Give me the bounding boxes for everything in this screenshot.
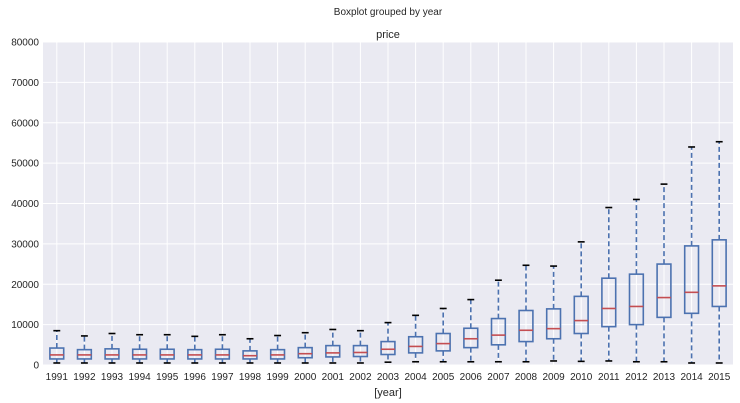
x-tick-label: 2006 [460, 372, 483, 383]
x-tick-label: 2015 [708, 372, 731, 383]
iqr-box [490, 317, 507, 346]
iqr-box [104, 348, 120, 360]
box-2013 [656, 183, 672, 363]
box-1995 [159, 333, 175, 364]
iqr-box [435, 332, 451, 352]
x-tick-label: 1992 [73, 372, 96, 383]
y-tick-label: 60000 [11, 118, 39, 129]
x-tick-label: 1995 [156, 372, 179, 383]
box-2007 [490, 279, 507, 363]
x-tick-label: 2007 [487, 372, 510, 383]
x-tick-label: 2005 [432, 372, 455, 383]
iqr-box [49, 347, 65, 360]
x-tick-label: 1991 [46, 372, 69, 383]
box-2000 [297, 331, 313, 364]
x-tick-label: 2003 [377, 372, 400, 383]
iqr-box [463, 327, 479, 349]
x-tick-label: 2002 [349, 372, 372, 383]
x-tick-label: 1999 [266, 372, 289, 383]
x-tick-label: 2012 [625, 372, 648, 383]
iqr-box [573, 295, 589, 335]
x-tick-label: 1993 [101, 372, 124, 383]
box-series [49, 140, 727, 364]
iqr-box [214, 348, 231, 360]
iqr-box [545, 308, 562, 340]
iqr-box [683, 245, 700, 315]
box-2001 [325, 328, 341, 364]
box-1992 [76, 335, 93, 364]
y-tick-label: 70000 [11, 78, 39, 89]
box-1999 [269, 334, 286, 364]
box-2009 [545, 265, 562, 362]
box-2012 [628, 198, 645, 363]
box-2002 [352, 329, 369, 364]
box-2010 [573, 241, 589, 363]
iqr-box [656, 263, 672, 319]
box-2015 [711, 140, 727, 364]
box-2005 [435, 307, 451, 363]
x-tick-label: 1997 [211, 372, 234, 383]
x-tick-label: 1994 [128, 372, 151, 383]
iqr-box [159, 348, 175, 360]
grid-lines [43, 41, 733, 366]
x-tick-label: 2014 [680, 372, 703, 383]
iqr-box [628, 273, 645, 326]
box-2006 [463, 298, 479, 363]
iqr-box [711, 239, 727, 308]
iqr-box [352, 344, 369, 358]
x-tick-labels: 1991 1992 1993 1994 1995 1996 1997 1998 1999 2000… [46, 372, 731, 383]
iqr-box [518, 309, 534, 343]
box-2008 [518, 264, 534, 363]
box-1997 [214, 333, 231, 364]
box-2014 [683, 146, 700, 364]
box-1991 [49, 329, 65, 364]
x-tick-label: 1996 [184, 372, 207, 383]
y-tick-label: 80000 [11, 38, 39, 49]
x-tick-label: 2008 [515, 372, 538, 383]
box-2003 [380, 321, 396, 363]
box-1996 [187, 335, 203, 364]
x-tick-label: 2009 [542, 372, 565, 383]
y-tick-label: 30000 [11, 239, 39, 250]
x-axis-label: [year] [374, 387, 402, 399]
x-tick-label: 2011 [598, 372, 620, 383]
axes-title: price [376, 29, 400, 41]
iqr-box [380, 340, 396, 356]
iqr-box [297, 346, 313, 359]
box-1994 [131, 333, 148, 364]
iqr-box [131, 348, 148, 360]
iqr-box [325, 344, 341, 358]
x-tick-label: 2000 [294, 372, 317, 383]
x-tick-label: 2001 [322, 372, 345, 383]
box-1993 [104, 332, 120, 364]
chart-suptitle: Boxplot grouped by year [334, 7, 443, 18]
y-tick-label: 50000 [11, 159, 39, 170]
box-1998 [242, 337, 258, 364]
y-tick-labels: 0 10000 20000 30000 40000 50000 60000 70000 8000… [11, 38, 39, 372]
y-tick-label: 10000 [11, 320, 39, 331]
box-2011 [601, 206, 617, 362]
y-tick-label: 20000 [11, 280, 39, 291]
box-2004 [407, 314, 424, 363]
y-tick-label: 0 [33, 361, 39, 372]
iqr-box [407, 335, 424, 354]
x-tick-label: 2010 [570, 372, 593, 383]
x-tick-label: 2004 [404, 372, 427, 383]
iqr-box [601, 277, 617, 328]
iqr-box [242, 350, 258, 360]
x-tick-label: 2013 [653, 372, 676, 383]
y-tick-label: 40000 [11, 199, 39, 210]
x-tick-label: 1998 [239, 372, 262, 383]
